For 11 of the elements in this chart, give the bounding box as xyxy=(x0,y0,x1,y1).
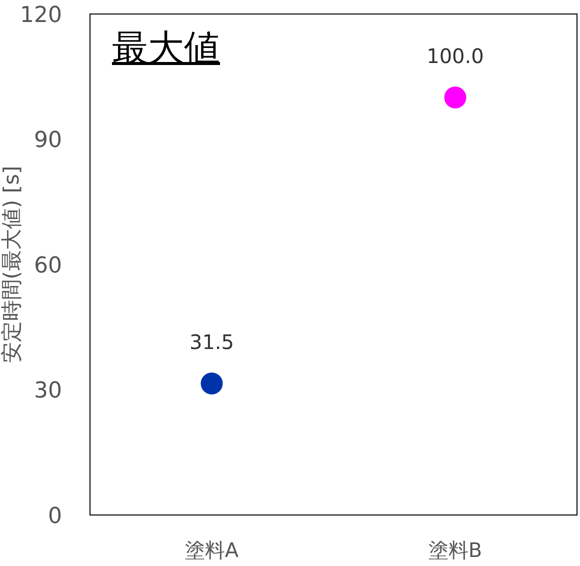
y-tick-label: 30 xyxy=(34,378,62,404)
y-tick-label: 60 xyxy=(34,253,62,278)
y-axis-title: 安定時間(最大値) [s] xyxy=(0,166,24,364)
y-tick-label: 0 xyxy=(48,504,62,529)
y-tick-label: 120 xyxy=(20,2,62,28)
data-label: 100.0 xyxy=(426,44,484,68)
x-tick-label: 塗料A xyxy=(184,538,239,562)
chart-title: 最大値 xyxy=(112,27,220,71)
data-label: 31.5 xyxy=(189,330,234,354)
y-tick-label: 90 xyxy=(34,128,62,154)
x-tick-label: 塗料B xyxy=(428,538,482,562)
